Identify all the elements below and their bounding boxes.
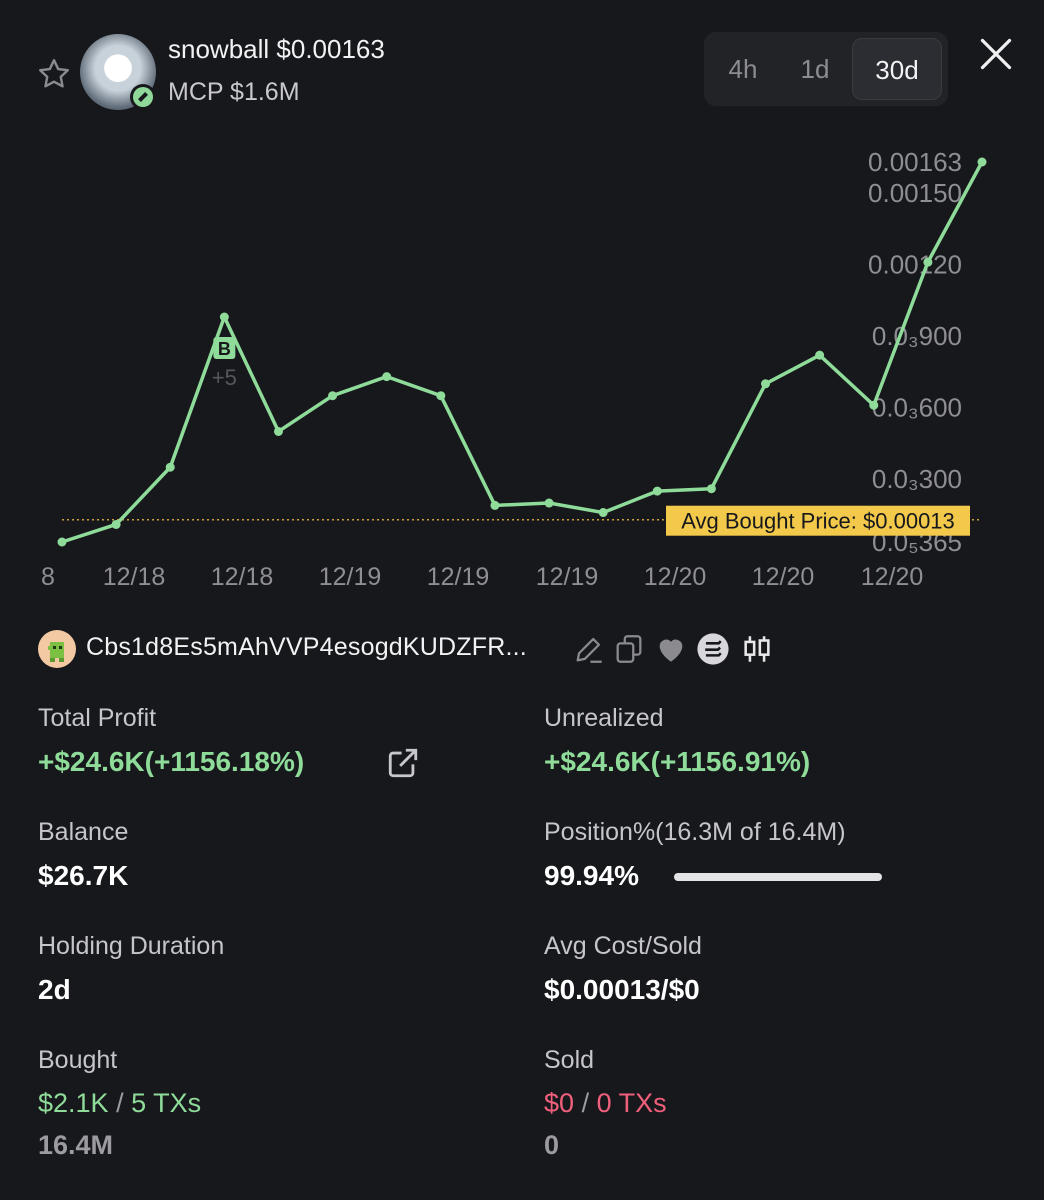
close-icon[interactable]	[978, 36, 1014, 72]
price-point	[436, 391, 446, 401]
bought-amount: 16.4M	[38, 1130, 114, 1160]
y-tick-label: 0.00163	[868, 147, 962, 177]
buy-marker-count: +5	[212, 365, 237, 390]
price-point	[598, 508, 608, 518]
unrealized-value: +$24.6K(+1156.91%)	[544, 746, 811, 777]
sold-txs[interactable]: 0 TXs	[596, 1088, 667, 1118]
position-value: 99.94%	[544, 860, 639, 891]
external-link-icon[interactable]	[386, 746, 420, 780]
holding-duration-label: Holding Duration	[38, 932, 225, 960]
favorite-star-icon[interactable]	[36, 56, 72, 92]
sold-summary: $0 / 0 TXs	[544, 1088, 667, 1119]
balance-value: $26.7K	[38, 860, 129, 891]
y-tick-label: 0.00150	[868, 178, 962, 208]
chain-badge-icon	[130, 84, 156, 110]
token-name: snowball	[168, 34, 270, 64]
price-point	[706, 484, 716, 494]
price-point	[923, 257, 933, 267]
position-progress-fill	[674, 873, 882, 881]
position-label: Position%(16.3M of 16.4M)	[544, 818, 846, 846]
x-tick-label: 12/18	[211, 563, 274, 591]
avg-bought-label-bg	[666, 505, 970, 536]
x-tick-label: 12/20	[861, 563, 924, 591]
price-point	[273, 426, 283, 436]
total-profit-value: +$24.6K(+1156.18%)	[38, 746, 305, 777]
sold-label: Sold	[544, 1046, 595, 1074]
price-point	[490, 500, 500, 510]
y-tick-label: 0.0₃300	[872, 464, 962, 494]
heart-icon[interactable]	[654, 632, 688, 666]
y-tick-label: 0.0₃600	[872, 393, 962, 423]
price-point	[977, 157, 987, 167]
x-tick-label: 12/20	[752, 563, 815, 591]
price-point	[57, 537, 67, 547]
y-tick-label: 0.00120	[868, 250, 962, 280]
timeframe-30d[interactable]: 30d	[852, 38, 942, 100]
x-tick-label: 12/20	[644, 563, 707, 591]
wallet-address[interactable]: Cbs1d8Es5mAhVVP4esogdKUDZFR...	[86, 633, 527, 661]
candlestick-icon[interactable]	[740, 632, 774, 666]
market-cap: MCP $1.6M	[168, 78, 300, 106]
timeframe-selector: 4h 1d 30d	[704, 32, 948, 106]
holding-duration-value: 2d	[38, 974, 71, 1005]
bought-label: Bought	[38, 1046, 118, 1074]
price-series-line	[61, 161, 984, 544]
avg-cost-value: $0.00013/$0	[544, 974, 700, 1005]
price-point	[652, 486, 662, 496]
avg-cost-label: Avg Cost/Sold	[544, 932, 702, 960]
price-point	[761, 379, 771, 389]
timeframe-4h[interactable]: 4h	[728, 54, 758, 84]
avg-bought-label: Avg Bought Price: $0.00013	[681, 509, 955, 534]
x-tick-label: 12/19	[319, 563, 382, 591]
x-tick-label: 8	[41, 563, 55, 591]
sold-usd: $0	[544, 1088, 575, 1118]
position-progress-bar	[674, 873, 882, 881]
price-point	[382, 372, 392, 382]
token-title: snowball $0.00163	[168, 34, 385, 65]
edit-icon[interactable]	[572, 632, 606, 666]
price-point	[544, 498, 554, 508]
x-tick-label: 12/19	[536, 563, 599, 591]
bought-summary: $2.1K / 5 TXs	[38, 1088, 201, 1119]
unrealized-label: Unrealized	[544, 704, 664, 732]
sold-separator: /	[581, 1088, 590, 1118]
price-point	[328, 391, 338, 401]
bought-separator: /	[116, 1088, 124, 1118]
total-profit-label: Total Profit	[38, 704, 157, 732]
price-point	[219, 312, 229, 322]
solana-icon[interactable]	[696, 632, 730, 666]
copy-icon[interactable]	[612, 632, 646, 666]
x-tick-label: 12/19	[427, 563, 490, 591]
token-price: $0.00163	[276, 34, 385, 64]
bought-usd: $2.1K	[38, 1088, 109, 1118]
y-tick-label: 0.0₃900	[872, 321, 962, 351]
price-point	[869, 400, 879, 410]
price-point	[111, 519, 121, 529]
wallet-avatar	[38, 630, 76, 668]
price-point	[165, 462, 175, 472]
balance-label: Balance	[38, 818, 129, 846]
price-point	[815, 350, 825, 360]
sold-amount: 0	[544, 1130, 560, 1160]
timeframe-1d[interactable]: 1d	[800, 54, 830, 84]
x-tick-label: 12/18	[103, 563, 166, 591]
buy-marker-letter: B	[218, 339, 231, 359]
buy-marker-badge	[213, 337, 236, 360]
bought-txs[interactable]: 5 TXs	[131, 1088, 202, 1118]
